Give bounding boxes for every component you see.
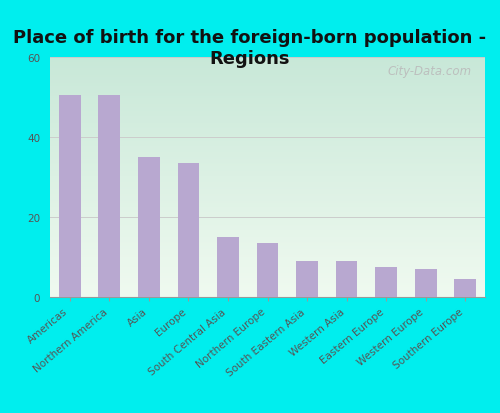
Bar bbox=[217, 237, 239, 297]
Bar bbox=[138, 158, 160, 297]
Bar bbox=[296, 261, 318, 297]
Bar bbox=[178, 164, 200, 297]
Text: Place of birth for the foreign-born population -
Regions: Place of birth for the foreign-born popu… bbox=[14, 29, 486, 68]
Bar bbox=[59, 96, 80, 297]
Bar bbox=[98, 96, 120, 297]
Bar bbox=[454, 279, 476, 297]
Text: City-Data.com: City-Data.com bbox=[388, 65, 472, 78]
Bar bbox=[415, 269, 436, 297]
Bar bbox=[336, 261, 357, 297]
Bar bbox=[376, 268, 397, 297]
Bar bbox=[256, 243, 278, 297]
